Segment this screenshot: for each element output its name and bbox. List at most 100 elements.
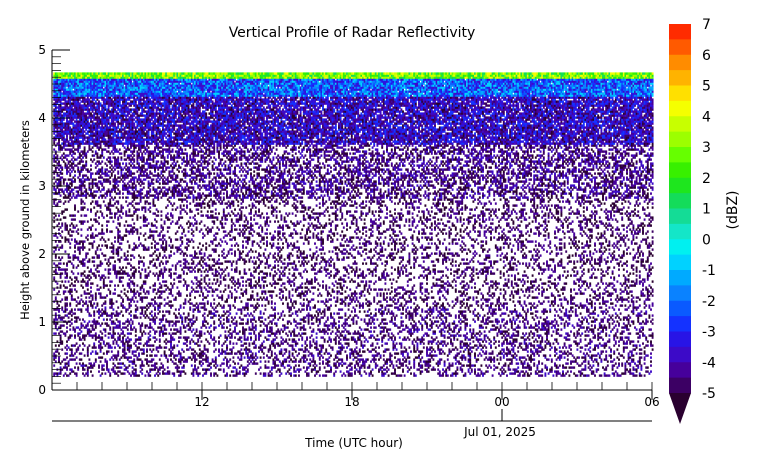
reflectivity-cell [69,336,72,339]
reflectivity-cell [141,120,144,123]
reflectivity-cell [101,296,104,299]
reflectivity-cell [122,114,124,117]
reflectivity-cell [114,114,116,117]
reflectivity-cell [117,114,120,117]
reflectivity-cell [154,282,156,285]
reflectivity-cell [142,224,145,227]
reflectivity-cell [110,90,113,93]
reflectivity-cell [53,220,56,223]
reflectivity-cell [72,152,75,155]
reflectivity-cell [86,122,89,125]
reflectivity-cell [91,260,94,263]
reflectivity-cell [104,178,107,181]
reflectivity-cell [67,256,70,259]
reflectivity-cell [134,186,137,189]
reflectivity-cell [142,88,145,91]
reflectivity-cell [99,278,102,281]
reflectivity-cell [141,106,144,109]
reflectivity-cell [128,274,131,277]
reflectivity-cell [75,186,78,189]
reflectivity-cell [112,100,115,103]
reflectivity-cell [142,186,145,189]
reflectivity-cell [78,162,81,165]
reflectivity-cell [110,128,113,131]
reflectivity-cell [122,266,124,269]
reflectivity-cell [75,242,78,245]
reflectivity-cell [83,130,86,133]
reflectivity-cell [66,80,68,83]
reflectivity-cell [110,304,113,307]
reflectivity-cell [59,172,62,175]
reflectivity-cell [96,72,99,75]
reflectivity-cell [101,372,104,375]
reflectivity-cell [88,258,91,261]
reflectivity-cell [133,186,136,189]
reflectivity-cell [128,80,131,83]
reflectivity-cell [94,86,97,89]
reflectivity-cell [70,108,73,111]
reflectivity-cell [86,178,89,181]
reflectivity-cell [112,118,115,121]
reflectivity-cell [125,200,128,203]
reflectivity-cell [126,342,129,345]
reflectivity-cell [72,312,75,315]
reflectivity-cell [70,296,73,299]
reflectivity-cell [141,88,144,91]
reflectivity-cell [59,100,62,103]
reflectivity-cell [94,336,97,339]
reflectivity-cell [115,104,118,107]
reflectivity-cell [61,94,64,97]
reflectivity-cell [112,146,115,149]
reflectivity-cell [138,182,140,185]
reflectivity-cell [109,192,112,195]
reflectivity-cell [78,102,81,105]
reflectivity-cell [141,132,144,135]
reflectivity-cell [138,354,140,357]
reflectivity-cell [74,130,76,133]
reflectivity-cell [102,108,105,111]
reflectivity-cell [77,170,80,173]
reflectivity-cell [114,190,116,193]
reflectivity-cell [80,188,83,191]
reflectivity-cell [112,204,115,207]
reflectivity-cell [90,124,92,127]
reflectivity-cell [101,132,104,135]
reflectivity-cell [117,272,120,275]
reflectivity-cell [144,358,147,361]
reflectivity-cell [98,96,100,99]
reflectivity-cell [133,360,136,363]
reflectivity-cell [142,140,145,143]
reflectivity-cell [53,114,56,117]
reflectivity-cell [139,156,142,159]
reflectivity-cell [115,164,118,167]
reflectivity-cell [69,84,72,87]
reflectivity-cell [142,306,145,309]
reflectivity-cell [64,104,67,107]
reflectivity-cell [115,212,118,215]
reflectivity-cell [83,258,86,261]
reflectivity-cell [128,132,131,135]
reflectivity-cell [96,164,99,167]
reflectivity-cell [122,80,124,83]
reflectivity-cell [130,72,132,75]
reflectivity-cell [120,242,123,245]
reflectivity-cell [61,136,64,139]
reflectivity-cell [78,128,81,131]
reflectivity-cell [70,318,73,321]
reflectivity-cell [91,136,94,139]
reflectivity-cell [107,288,110,291]
reflectivity-cell [112,322,115,325]
reflectivity-cell [75,300,78,303]
reflectivity-cell [122,340,124,343]
reflectivity-cell [99,182,102,185]
reflectivity-cell [78,240,81,243]
reflectivity-cell [117,248,120,251]
reflectivity-cell [69,246,72,249]
reflectivity-cell [125,338,128,341]
reflectivity-cell [107,102,110,105]
reflectivity-cell [78,106,81,109]
reflectivity-cell [66,264,68,267]
reflectivity-cell [53,124,56,127]
reflectivity-cell [115,148,118,151]
reflectivity-cell [107,270,110,273]
